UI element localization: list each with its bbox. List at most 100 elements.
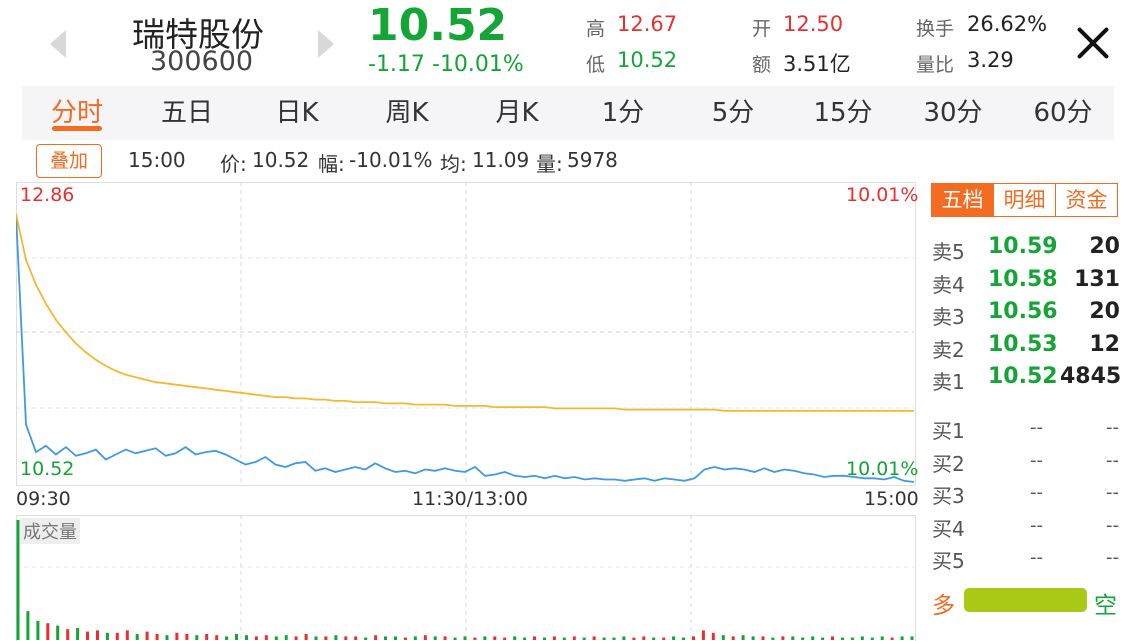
orderbook-volume: 131 xyxy=(1074,266,1120,292)
volume-bar xyxy=(672,636,676,640)
volume-bar xyxy=(105,632,109,640)
high-value: 12.67 xyxy=(617,12,678,36)
pct-axis-max: 10.01% xyxy=(846,184,919,206)
volume-label: 成交量 xyxy=(20,518,80,544)
orderbook-level-label: 卖3 xyxy=(932,305,965,329)
volume-bar xyxy=(711,632,715,640)
open-value: 12.50 xyxy=(783,12,844,36)
volume-bar xyxy=(165,635,169,640)
volume-bar xyxy=(443,636,447,640)
volume-bar xyxy=(374,635,378,640)
volume-bar xyxy=(870,637,874,640)
tab-1[interactable]: 五日 xyxy=(160,98,213,128)
volume-bar xyxy=(731,636,735,640)
volume-bar xyxy=(821,637,825,640)
volume-bar xyxy=(533,636,536,640)
volume-bar xyxy=(513,636,517,640)
volume-bar xyxy=(26,611,30,640)
prev-stock-arrow-icon[interactable] xyxy=(50,30,66,58)
volume-bar xyxy=(314,636,318,640)
volume-bar xyxy=(741,635,745,640)
tab-8[interactable]: 30分 xyxy=(923,98,983,128)
orderbook-volume: -- xyxy=(1106,417,1119,438)
orderbook-level-label: 卖2 xyxy=(932,337,965,362)
volume-bar xyxy=(642,636,646,640)
orderbook-price: 10.52 xyxy=(988,364,1058,389)
volume-bar xyxy=(354,636,358,640)
low-value: 10.52 xyxy=(617,48,678,72)
volume-bar xyxy=(622,636,626,640)
volume-bar xyxy=(662,637,666,640)
volume-bar xyxy=(423,635,427,640)
tab-6[interactable]: 5分 xyxy=(711,98,755,128)
tab-7[interactable]: 15分 xyxy=(813,98,873,128)
tab-2[interactable]: 日K xyxy=(275,98,319,128)
info-range: -10.01% xyxy=(349,148,433,172)
volume-bar xyxy=(910,636,914,640)
volume-bar xyxy=(682,637,685,640)
time-end-label: 15:00 xyxy=(864,488,919,510)
volume-bar xyxy=(66,629,70,640)
orderbook-price: 10.56 xyxy=(988,299,1058,324)
tab-details[interactable]: 明细 xyxy=(993,183,1056,217)
tab-4[interactable]: 月K xyxy=(495,98,539,128)
volume-chart[interactable] xyxy=(16,515,916,640)
tab-five-levels[interactable]: 五档 xyxy=(931,183,994,217)
orderbook-volume: 20 xyxy=(1089,234,1120,259)
volume-bar xyxy=(463,636,467,640)
orderbook-level-label: 卖1 xyxy=(932,370,965,394)
volume-bar xyxy=(394,636,397,640)
average-line xyxy=(16,213,914,412)
pct-axis-min: 10.01% xyxy=(846,458,919,480)
volume-bar xyxy=(195,635,199,640)
period-tab-bar xyxy=(22,86,1114,140)
volume-bar xyxy=(125,630,129,640)
info-price: 10.52 xyxy=(252,148,310,172)
volume-bar xyxy=(245,635,248,640)
volume-bar xyxy=(145,631,149,640)
stock-name: 瑞特股份 xyxy=(132,15,264,54)
orderbook-volume: -- xyxy=(1106,482,1119,503)
tab-capital[interactable]: 资金 xyxy=(1055,183,1118,217)
volume-bar xyxy=(652,637,656,640)
volume-bar xyxy=(612,637,616,640)
orderbook-volume: -- xyxy=(1106,449,1119,471)
volume-bar xyxy=(235,634,238,640)
close-icon[interactable] xyxy=(1072,22,1114,64)
orderbook-level-label: 买4 xyxy=(932,516,965,541)
time-start-label: 09:30 xyxy=(16,488,71,510)
time-mid-label: 11:30/13:00 xyxy=(412,488,528,510)
volume-bar xyxy=(771,637,775,640)
volume-bar xyxy=(135,634,139,640)
volume-bar xyxy=(592,636,596,640)
volume-bar xyxy=(701,630,705,640)
tab-9[interactable]: 60分 xyxy=(1033,98,1093,128)
tab-5[interactable]: 1分 xyxy=(601,98,645,128)
tab-3[interactable]: 周K xyxy=(385,98,429,128)
volume-bar xyxy=(890,637,894,640)
volume-bar xyxy=(413,636,417,640)
next-stock-arrow-icon[interactable] xyxy=(318,30,334,58)
volume-bar xyxy=(96,630,99,640)
orderbook-price: -- xyxy=(1030,482,1043,503)
volume-bar xyxy=(433,636,437,640)
volume-bar xyxy=(900,636,904,640)
volume-bar xyxy=(781,636,785,640)
volume-bar xyxy=(324,636,328,640)
volume-bar xyxy=(503,637,507,640)
volume-bar xyxy=(831,636,834,640)
turnover-label: 换手 xyxy=(916,18,955,40)
volume-bar xyxy=(473,637,477,640)
volume-bar xyxy=(761,636,765,640)
volume-bar xyxy=(453,637,457,640)
volume-bar xyxy=(811,636,815,640)
orderbook-price: -- xyxy=(1030,449,1043,471)
orderbook-level-label: 买1 xyxy=(932,419,965,443)
price-line xyxy=(16,213,915,483)
open-label: 开 xyxy=(752,18,772,40)
tab-0[interactable]: 分时 xyxy=(50,98,103,128)
intraday-price-chart[interactable] xyxy=(16,182,916,486)
low-label: 低 xyxy=(586,54,606,76)
overlay-button[interactable]: 叠加 xyxy=(36,144,102,178)
volume-bar xyxy=(175,632,179,640)
